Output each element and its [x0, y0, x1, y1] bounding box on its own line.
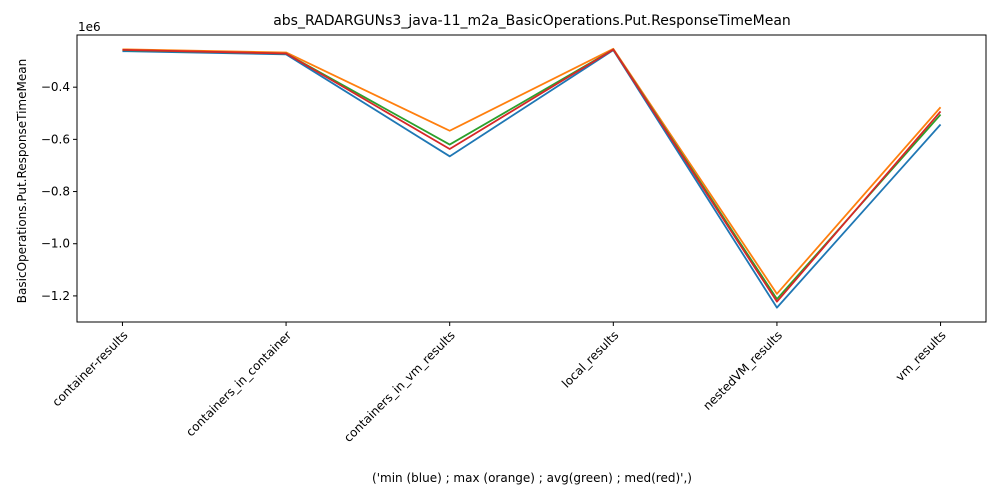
x-axis-label: ('min (blue) ; max (orange) ; avg(green)… — [372, 471, 692, 485]
series-line-1 — [122, 47, 942, 295]
x-tick-label: container-results — [50, 328, 131, 409]
ticks-layer: −1.2 −1.0 −0.8 −0.6 −0.4 container-results con… — [41, 80, 949, 445]
x-tick-label: vm_results — [893, 328, 949, 384]
plot-frame — [76, 34, 987, 323]
y-tick-label: −1.2 — [41, 289, 70, 303]
y-tick-label: −0.4 — [41, 80, 70, 94]
series-layer — [122, 47, 942, 309]
x-tick-label: containers_in_vm_results — [341, 328, 458, 445]
x-tick-label: local_results — [559, 328, 621, 390]
y-tick-label: −1.0 — [41, 237, 70, 251]
series-line-3 — [122, 48, 942, 303]
x-tick-label: nestedVM_results — [700, 328, 785, 413]
y-axis-label: BasicOperations.Put.ResponseTimeMean — [15, 59, 29, 303]
x-tick-label: containers_in_container — [183, 328, 294, 439]
series-line-0 — [122, 49, 942, 309]
y-tick-label: −0.8 — [41, 185, 70, 199]
y-axis-offset-label: 1e6 — [78, 20, 101, 34]
y-tick-label: −0.6 — [41, 132, 70, 146]
chart-title: abs_RADARGUNs3_java-11_m2a_BasicOperatio… — [273, 13, 791, 29]
